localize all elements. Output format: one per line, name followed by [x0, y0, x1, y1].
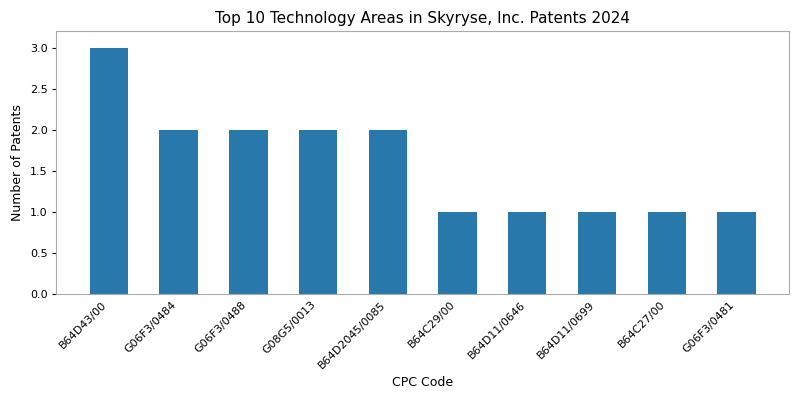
Bar: [508, 212, 546, 294]
Bar: [299, 130, 338, 294]
Bar: [438, 212, 477, 294]
Bar: [718, 212, 755, 294]
Bar: [647, 212, 686, 294]
Bar: [229, 130, 267, 294]
X-axis label: CPC Code: CPC Code: [392, 376, 454, 389]
Bar: [159, 130, 198, 294]
Bar: [90, 48, 128, 294]
Title: Top 10 Technology Areas in Skyryse, Inc. Patents 2024: Top 10 Technology Areas in Skyryse, Inc.…: [215, 11, 630, 26]
Bar: [578, 212, 616, 294]
Y-axis label: Number of Patents: Number of Patents: [11, 104, 24, 222]
Bar: [369, 130, 407, 294]
